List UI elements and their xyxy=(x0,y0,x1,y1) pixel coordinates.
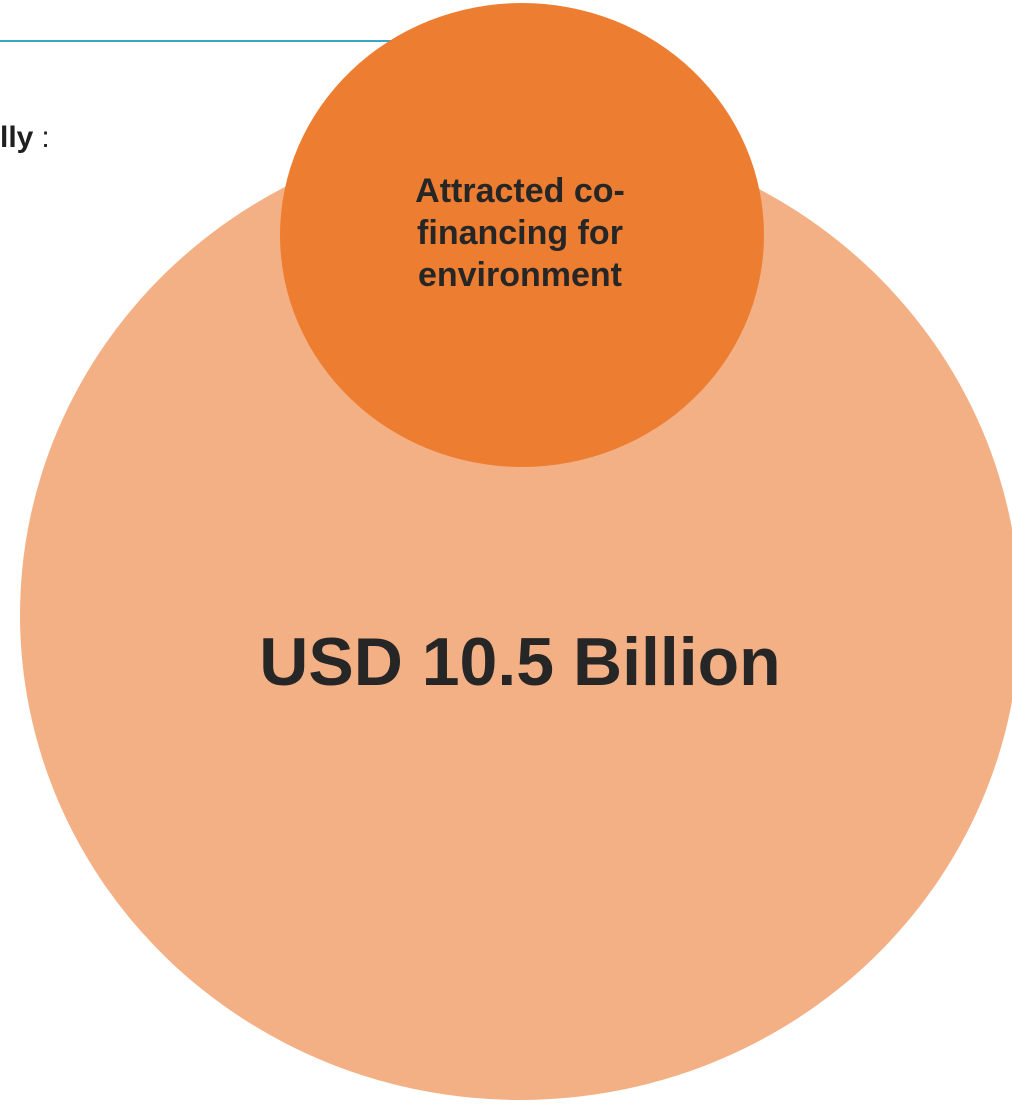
small-circle xyxy=(280,3,764,467)
cofinancing-label-line: Attracted co- xyxy=(415,172,625,210)
heading-bold-text: lly xyxy=(0,121,34,154)
heading-colon: : xyxy=(41,121,50,154)
cofinancing-label: Attracted co- financing for environment xyxy=(360,170,680,296)
cofinancing-label-line: financing for xyxy=(417,214,623,252)
top-divider-line xyxy=(0,40,420,42)
cofinancing-label-line: environment xyxy=(417,256,623,294)
heading-fragment: lly: xyxy=(0,118,50,158)
cofinancing-amount: USD 10.5 Billion xyxy=(259,624,781,700)
